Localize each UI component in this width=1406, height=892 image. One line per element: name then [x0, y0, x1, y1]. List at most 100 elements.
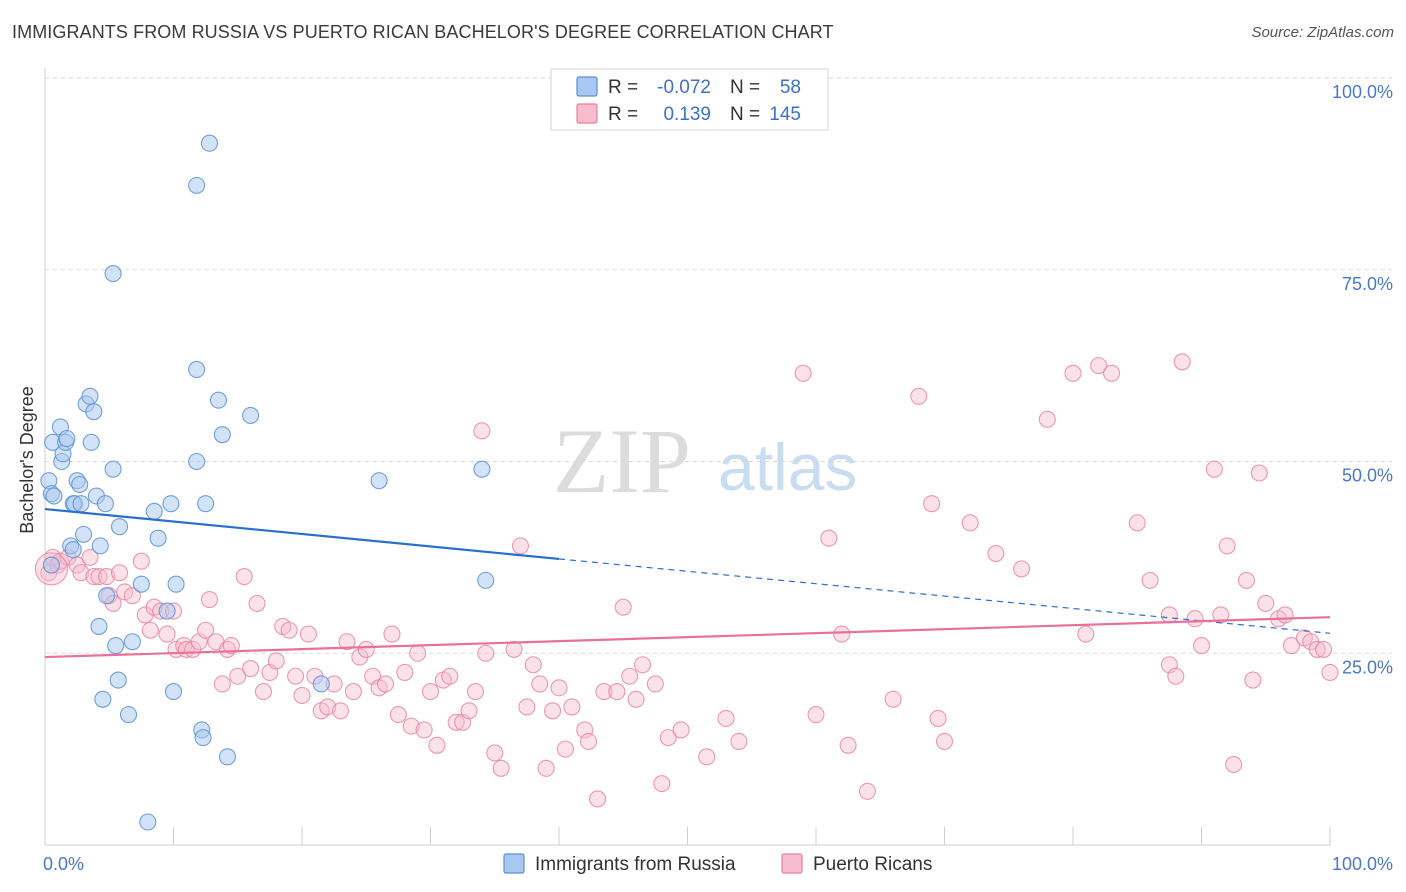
data-point-russia	[188, 360, 206, 379]
data-point-russia	[72, 495, 90, 513]
data-point-puerto-ricans	[1038, 410, 1056, 428]
data-point-puerto-ricans	[1128, 514, 1146, 532]
data-point-puerto-ricans	[338, 633, 356, 651]
data-point-russia	[82, 433, 100, 451]
data-point-puerto-ricans	[698, 748, 716, 766]
data-point-puerto-ricans	[1141, 571, 1159, 589]
legend-russia-n-label: N =	[730, 77, 760, 98]
data-point-puerto-ricans	[1186, 610, 1204, 628]
tick-labels: 25.0% 50.0% 75.0% 100.0% 0.0% 100.0%	[43, 82, 1393, 874]
data-point-puerto-ricans	[1013, 560, 1031, 578]
data-point-puerto-ricans	[116, 583, 134, 601]
data-point-puerto-ricans	[1077, 625, 1095, 643]
data-point-puerto-ricans	[511, 537, 530, 555]
data-point-russia	[209, 391, 228, 409]
data-point-puerto-ricans	[389, 706, 407, 724]
data-point-puerto-ricans	[595, 683, 613, 701]
data-point-puerto-ricans	[633, 656, 652, 674]
data-point-puerto-ricans	[123, 587, 141, 605]
data-point-russia	[473, 460, 491, 478]
source-credit: Source: ZipAtlas.com	[1251, 24, 1394, 41]
legend-russia-swatch	[576, 76, 598, 97]
data-point-puerto-ricans	[473, 422, 491, 440]
data-point-puerto-ricans	[141, 621, 159, 639]
data-point-russia	[312, 675, 330, 693]
data-point-puerto-ricans	[653, 775, 671, 793]
data-point-russia	[42, 556, 60, 574]
data-point-puerto-ricans	[1257, 594, 1275, 612]
data-point-russia	[64, 541, 82, 559]
legend-russia-r-label: R =	[608, 77, 638, 98]
series-russia	[40, 134, 495, 831]
data-point-puerto-ricans	[1282, 637, 1300, 655]
data-point-puerto-ricans	[376, 675, 395, 693]
data-point-puerto-ricans	[1321, 663, 1339, 681]
data-point-puerto-ricans	[820, 529, 838, 547]
data-point-puerto-ricans	[935, 732, 954, 751]
data-point-russia	[145, 502, 163, 520]
data-point-puerto-ricans	[402, 717, 420, 735]
data-point-puerto-ricans	[85, 567, 103, 586]
axes	[44, 68, 1331, 846]
data-point-puerto-ricans	[1250, 464, 1268, 482]
data-point-puerto-ricans	[486, 744, 504, 762]
data-point-puerto-ricans	[447, 713, 465, 731]
data-point-puerto-ricans	[1064, 364, 1082, 382]
data-point-russia	[45, 487, 63, 505]
data-point-russia	[71, 475, 89, 494]
trend-line-russia-extension	[558, 558, 1331, 634]
data-point-russia	[213, 426, 231, 444]
data-point-puerto-ricans	[98, 567, 116, 586]
data-point-puerto-ricans	[987, 544, 1005, 563]
data-point-russia	[119, 706, 138, 724]
legend: R = -0.072 N = 58 R = 0.139 N = 145	[550, 68, 829, 131]
data-point-puerto-ricans	[1192, 637, 1211, 655]
data-point-puerto-ricans	[222, 637, 240, 655]
data-point-puerto-ricans	[833, 625, 851, 643]
data-point-puerto-ricans	[646, 675, 664, 693]
data-point-puerto-ricans	[299, 625, 317, 643]
data-point-russia	[188, 176, 206, 194]
data-point-russia	[96, 495, 114, 513]
data-point-puerto-ricans	[839, 736, 857, 754]
x-tick-label: 0.0%	[43, 854, 84, 874]
legend-pr-r-label: R =	[608, 104, 638, 125]
data-point-puerto-ricans	[110, 564, 129, 582]
data-point-puerto-ricans	[563, 698, 581, 716]
data-point-russia	[104, 460, 122, 478]
data-point-puerto-ricans	[242, 660, 260, 678]
data-point-puerto-ricans	[1237, 571, 1256, 589]
data-point-puerto-ricans	[492, 759, 510, 777]
data-point-puerto-ricans	[794, 364, 812, 382]
data-point-puerto-ricans	[396, 663, 414, 681]
data-point-puerto-ricans	[923, 495, 941, 513]
bottom-legend: Immigrants from Russia Puerto Ricans	[503, 853, 932, 875]
data-point-puerto-ricans	[614, 598, 632, 616]
data-point-puerto-ricans	[132, 552, 150, 570]
data-point-russia	[94, 690, 112, 708]
data-point-puerto-ricans	[1205, 460, 1223, 478]
data-point-puerto-ricans	[717, 709, 735, 727]
data-point-puerto-ricans	[200, 591, 219, 609]
data-point-russia	[110, 518, 129, 536]
data-point-puerto-ricans	[415, 721, 433, 739]
data-point-russia	[139, 813, 157, 831]
chart-title: IMMIGRANTS FROM RUSSIA VS PUERTO RICAN B…	[12, 22, 834, 42]
data-point-russia	[242, 406, 260, 425]
data-point-puerto-ricans	[267, 652, 285, 670]
data-point-russia	[164, 683, 183, 701]
data-point-puerto-ricans	[280, 621, 298, 639]
legend-pr-r-value: 0.139	[663, 104, 711, 125]
y-axis-label: Bachelor's Degree	[17, 386, 37, 534]
data-point-puerto-ricans	[884, 690, 902, 708]
bottom-legend-russia-label: Immigrants from Russia	[535, 854, 736, 875]
data-point-puerto-ricans	[608, 683, 626, 701]
data-point-puerto-ricans	[1315, 640, 1333, 658]
data-point-puerto-ricans	[659, 729, 677, 747]
data-point-russia	[91, 537, 109, 555]
data-point-puerto-ricans	[910, 387, 928, 405]
data-point-puerto-ricans	[293, 686, 311, 704]
data-point-puerto-ricans	[248, 594, 266, 612]
y-tick-label: 75.0%	[1342, 274, 1393, 294]
